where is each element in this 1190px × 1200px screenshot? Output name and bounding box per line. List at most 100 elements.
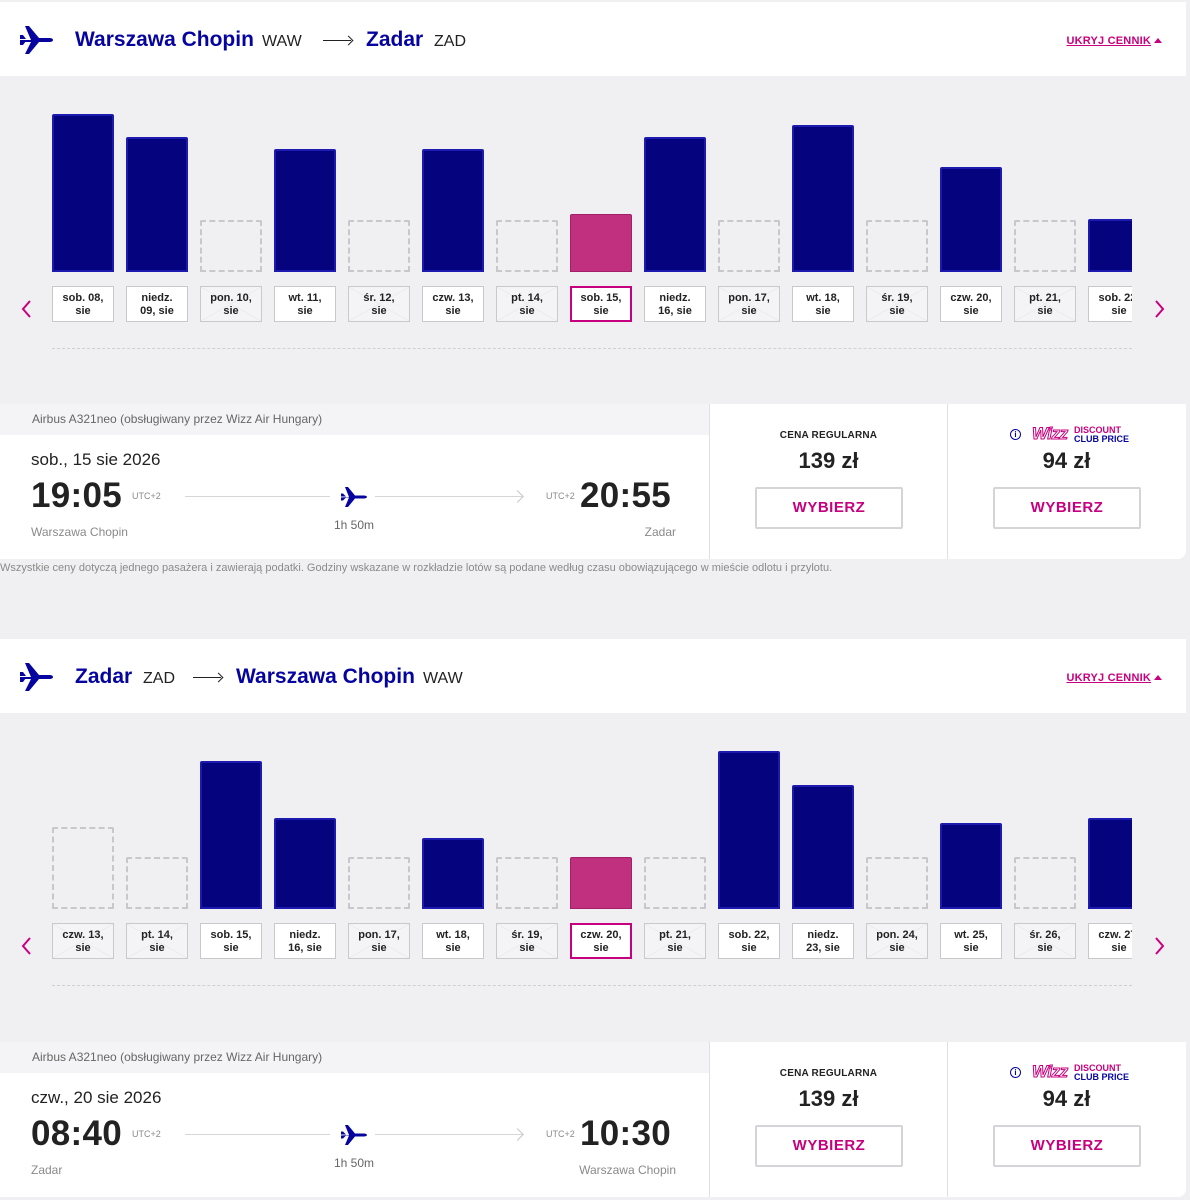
next-week-button[interactable] [1150, 935, 1168, 957]
price-bar [126, 857, 188, 909]
discount-club-badge: i Wizz DISCOUNT CLUB PRICE [1010, 424, 1150, 446]
price-bar[interactable] [570, 214, 632, 272]
date-tab[interactable]: niedz. 16, sie [644, 286, 706, 322]
price-bar [866, 857, 928, 909]
date-tab-label: sob. 15, sie [580, 292, 622, 317]
date-tab-label: sob. 22, sie [728, 929, 770, 954]
info-icon[interactable]: i [1010, 1067, 1021, 1078]
hide-link-label: UKRYJ CENNIK [1066, 672, 1151, 684]
price-bar[interactable] [570, 857, 632, 909]
discount-club-label: DISCOUNT CLUB PRICE [1074, 1064, 1129, 1082]
plane-icon [20, 26, 53, 54]
price-bar [348, 220, 410, 272]
price-bar [1014, 857, 1076, 909]
date-tab[interactable]: sob. 08, sie [52, 286, 114, 322]
price-bar[interactable] [126, 137, 188, 272]
price-bar[interactable] [792, 125, 854, 272]
select-regular-button[interactable]: WYBIERZ [755, 1125, 903, 1167]
club-price: 94 zł [1042, 1086, 1091, 1111]
regular-fare-label: CENA REGULARNA [779, 430, 878, 441]
date-tab[interactable]: czw. 20, sie [570, 923, 632, 959]
date-tab-label: pt. 21, sie [1029, 292, 1061, 317]
price-bar[interactable] [52, 114, 114, 272]
price-bar[interactable] [940, 823, 1002, 909]
route-arrow-icon [323, 40, 351, 41]
price-bar[interactable] [422, 149, 484, 272]
regular-fare-label: CENA REGULARNA [779, 1068, 878, 1079]
destination-code: ZAD [434, 33, 466, 50]
date-tab[interactable]: wt. 18, sie [792, 286, 854, 322]
price-bar[interactable] [422, 838, 484, 909]
departure-airport: Zadar [31, 1163, 63, 1177]
regular-price: 139 zł [798, 448, 859, 473]
date-tab[interactable]: sob. 15, sie [200, 923, 262, 959]
date-tab[interactable]: wt. 11, sie [274, 286, 336, 322]
date-tab: śr. 19, sie [496, 923, 558, 959]
date-tab[interactable]: czw. 20, sie [940, 286, 1002, 322]
inbound-route-header: Zadar ZAD Warszawa Chopin WAW UKRYJ CENN… [0, 639, 1186, 713]
regular-fare: CENA REGULARNA 139 zł WYBIERZ [709, 1042, 947, 1197]
discount-club-badge: i Wizz DISCOUNT CLUB PRICE [1010, 1062, 1150, 1084]
date-tab-label: wt. 18, sie [806, 292, 840, 317]
date-tab[interactable]: niedz. 23, sie [792, 923, 854, 959]
departure-airport: Warszawa Chopin [31, 525, 128, 539]
date-tab[interactable]: niedz. 09, sie [126, 286, 188, 322]
departure-time: 19:05 [31, 476, 123, 515]
date-tab-label: pon. 17, sie [358, 929, 400, 954]
outbound-flight-card: Airbus A321neo (obsługiwany przez Wizz A… [0, 404, 1186, 559]
prev-week-button[interactable] [18, 298, 36, 320]
date-tab-label: śr. 19, sie [511, 929, 543, 954]
date-tab[interactable]: wt. 18, sie [422, 923, 484, 959]
price-bar [866, 220, 928, 272]
hide-price-calendar-link[interactable]: UKRYJ CENNIK [1066, 35, 1162, 47]
date-tab[interactable]: wt. 25, sie [940, 923, 1002, 959]
date-tab: pt. 14, sie [496, 286, 558, 322]
arrival-airport: Warszawa Chopin [579, 1163, 676, 1177]
price-bar[interactable] [1088, 818, 1132, 909]
date-tab: czw. 13, sie [52, 923, 114, 959]
club-fare: i Wizz DISCOUNT CLUB PRICE 94 zł WYBIERZ [947, 404, 1185, 559]
date-tab[interactable]: sob. 22, sie [718, 923, 780, 959]
departure-time: 08:40 [31, 1114, 123, 1153]
date-tab: pt. 21, sie [644, 923, 706, 959]
price-bar[interactable] [200, 761, 262, 909]
price-bar[interactable] [792, 785, 854, 909]
arrival-time: 10:30 [580, 1114, 672, 1153]
select-club-button[interactable]: WYBIERZ [993, 487, 1141, 529]
date-tab-label: sob. 22, sie [1098, 292, 1132, 317]
select-club-button[interactable]: WYBIERZ [993, 1125, 1141, 1167]
date-tab-label: wt. 11, sie [288, 292, 322, 317]
plane-icon [20, 663, 53, 691]
inbound-price-chart: czw. 13, sie pt. 14, sie sob. 15, sie niedz… [52, 737, 1132, 967]
date-tab-label: pon. 24, sie [876, 929, 918, 954]
hide-price-calendar-link[interactable]: UKRYJ CENNIK [1066, 672, 1162, 684]
arrival-time: 20:55 [580, 476, 672, 515]
price-bar [348, 857, 410, 909]
date-tab[interactable]: czw. 27, sie [1088, 923, 1132, 959]
date-tab[interactable]: sob. 22, sie [1088, 286, 1132, 322]
origin-city: Zadar [75, 665, 133, 688]
price-bar[interactable] [718, 751, 780, 909]
date-tab-label: czw. 20, sie [580, 929, 622, 954]
price-bar[interactable] [274, 149, 336, 272]
price-bar[interactable] [1088, 219, 1132, 272]
discount-club-label: DISCOUNT CLUB PRICE [1074, 426, 1129, 444]
origin-code: WAW [262, 33, 302, 50]
arrival-airport: Zadar [644, 525, 676, 539]
price-bar[interactable] [644, 137, 706, 272]
date-tab-label: śr. 12, sie [363, 292, 395, 317]
date-tab[interactable]: niedz. 16, sie [274, 923, 336, 959]
prev-week-button[interactable] [18, 935, 36, 957]
date-tab[interactable]: czw. 13, sie [422, 286, 484, 322]
date-tab-label: pt. 14, sie [141, 929, 173, 954]
info-icon[interactable]: i [1010, 429, 1021, 440]
regular-price: 139 zł [798, 1086, 859, 1111]
price-bar[interactable] [274, 818, 336, 909]
next-week-button[interactable] [1150, 298, 1168, 320]
select-regular-button[interactable]: WYBIERZ [755, 487, 903, 529]
price-bar[interactable] [940, 167, 1002, 272]
price-bar [52, 827, 114, 909]
inbound-flight-card: Airbus A321neo (obsługiwany przez Wizz A… [0, 1042, 1186, 1197]
price-bar [200, 220, 262, 272]
date-tab[interactable]: sob. 15, sie [570, 286, 632, 322]
